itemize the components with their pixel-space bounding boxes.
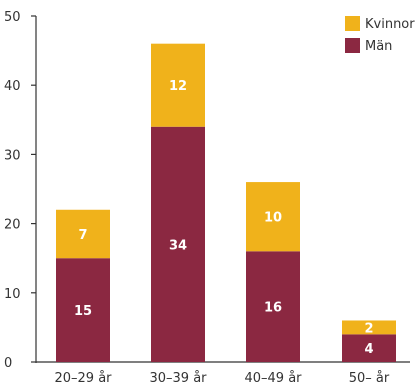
bar-segment-kvinnor <box>151 43 205 127</box>
chart-legend: Kvinnor Män <box>345 16 415 54</box>
bar-segment-män <box>342 334 396 362</box>
y-tick-label: 10 <box>4 287 21 302</box>
chart-bars: 15 7 34 12 16 10 4 2 <box>56 43 396 362</box>
bar-segment-män <box>56 258 110 362</box>
bar-segment-män <box>246 251 300 362</box>
bar-value-label: 15 <box>74 304 92 319</box>
x-category-label: 40–49 år <box>244 371 302 386</box>
y-tick-label: 0 <box>4 356 12 371</box>
y-tick-label: 20 <box>4 218 21 233</box>
bar-segment-män <box>151 126 205 362</box>
bar-value-label: 34 <box>169 238 187 253</box>
legend-label: Kvinnor <box>365 17 415 32</box>
bar-segment-kvinnor <box>342 320 396 335</box>
bar-value-label: 7 <box>78 228 87 243</box>
x-category-label: 30–39 år <box>149 371 207 386</box>
x-category-label: 20–29 år <box>54 371 112 386</box>
y-tick-label: 40 <box>4 79 21 94</box>
bar-value-label: 4 <box>364 342 373 357</box>
bar-value-label: 12 <box>169 79 187 94</box>
legend-swatch <box>345 38 360 53</box>
legend-label: Män <box>365 39 392 54</box>
bar-segment-kvinnor <box>56 209 110 259</box>
chart-axes: 0 10 20 30 40 50 20–29 år 30–39 år 40–49 år 50– å… <box>4 10 410 386</box>
bar-value-label: 16 <box>264 301 282 316</box>
x-category-label: 50– år <box>349 371 390 386</box>
y-tick-label: 30 <box>4 148 21 163</box>
bar-value-label: 2 <box>364 321 373 336</box>
legend-swatch <box>345 16 360 31</box>
bar-segment-kvinnor <box>246 182 300 252</box>
y-tick-label: 50 <box>4 10 21 25</box>
bar-value-label: 10 <box>264 211 282 226</box>
